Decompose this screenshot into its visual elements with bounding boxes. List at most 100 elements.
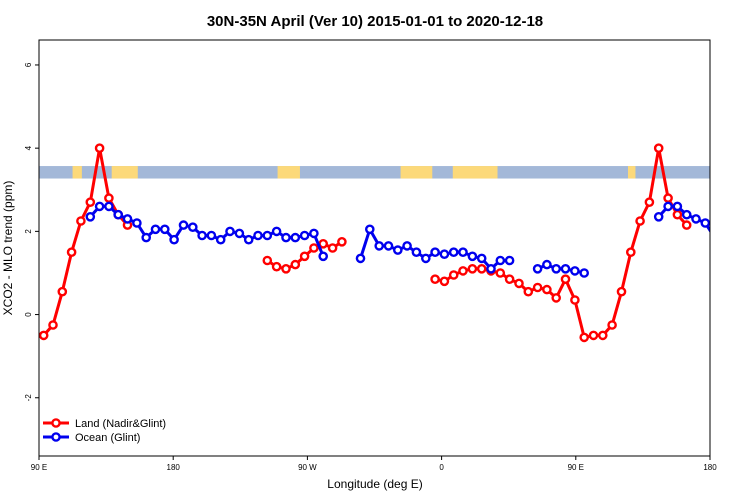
surface-band-ocean bbox=[39, 166, 710, 179]
data-point bbox=[542, 259, 552, 270]
data-point bbox=[616, 286, 627, 297]
data-point bbox=[215, 234, 226, 245]
data-point bbox=[626, 247, 636, 257]
data-point bbox=[262, 230, 273, 241]
data-point bbox=[467, 251, 478, 262]
data-point bbox=[327, 243, 338, 253]
data-point bbox=[309, 228, 319, 239]
surface-band-land-segment bbox=[72, 166, 82, 179]
data-point bbox=[663, 193, 673, 203]
data-point bbox=[253, 230, 263, 241]
data-point bbox=[178, 220, 189, 230]
y-tick-label: 0 bbox=[24, 312, 33, 317]
data-point bbox=[206, 230, 217, 241]
series-line bbox=[89, 204, 325, 257]
data-point bbox=[458, 266, 468, 276]
data-point bbox=[290, 232, 301, 243]
data-point bbox=[458, 247, 468, 257]
data-point bbox=[48, 320, 58, 330]
data-point bbox=[85, 211, 96, 222]
data-point bbox=[113, 209, 123, 220]
data-point bbox=[374, 241, 385, 251]
plot-frame bbox=[38, 39, 711, 457]
data-point bbox=[85, 197, 96, 207]
data-point bbox=[197, 230, 207, 241]
data-point bbox=[430, 247, 440, 257]
data-point bbox=[730, 226, 737, 233]
data-point bbox=[94, 201, 105, 212]
data-point bbox=[159, 224, 170, 235]
data-point bbox=[681, 209, 692, 220]
data-point bbox=[663, 201, 673, 212]
data-point bbox=[318, 251, 329, 262]
data-point bbox=[39, 330, 49, 341]
data-point bbox=[691, 214, 701, 224]
data-point bbox=[271, 261, 282, 272]
data-point bbox=[150, 224, 161, 235]
x-tick-label: 90 E bbox=[568, 463, 584, 472]
surface-band-land-segment bbox=[277, 166, 300, 179]
x-tick-label: 180 bbox=[167, 463, 181, 472]
data-point bbox=[439, 276, 450, 287]
data-point bbox=[523, 286, 534, 297]
data-point bbox=[430, 274, 440, 285]
data-point bbox=[504, 274, 515, 285]
data-point bbox=[532, 282, 543, 293]
data-point bbox=[551, 293, 562, 303]
data-point bbox=[720, 226, 727, 233]
data-point bbox=[607, 320, 617, 330]
data-point bbox=[635, 216, 645, 226]
legend-marker bbox=[51, 432, 61, 442]
surface-band-land-segment bbox=[627, 166, 636, 179]
data-point bbox=[299, 230, 310, 241]
data-point bbox=[653, 211, 664, 222]
data-point bbox=[402, 241, 412, 251]
data-point bbox=[570, 266, 580, 276]
data-point bbox=[104, 193, 114, 203]
data-point bbox=[644, 197, 655, 207]
legend: Land (Nadir&Glint) Ocean (Glint) bbox=[43, 418, 166, 444]
data-point bbox=[187, 222, 198, 232]
data-point bbox=[598, 330, 608, 341]
data-point bbox=[653, 143, 664, 153]
data-point bbox=[495, 255, 506, 266]
data-point bbox=[448, 270, 459, 280]
data-point bbox=[281, 263, 291, 274]
data-point bbox=[271, 226, 282, 237]
y-tick-label: 4 bbox=[24, 145, 33, 150]
data-point bbox=[262, 255, 273, 266]
surface-band-land-segment bbox=[400, 166, 433, 179]
data-point bbox=[122, 214, 133, 224]
data-point bbox=[420, 253, 431, 264]
data-point bbox=[486, 263, 496, 274]
data-point bbox=[551, 263, 562, 274]
data-point bbox=[588, 330, 599, 341]
y-tick-label: 2 bbox=[24, 229, 33, 234]
legend-label: Ocean (Glint) bbox=[75, 432, 140, 444]
data-point bbox=[225, 226, 235, 237]
data-point bbox=[570, 295, 580, 305]
data-point bbox=[504, 255, 515, 266]
legend-label: Land (Nadir&Glint) bbox=[75, 418, 166, 430]
legend-marker bbox=[51, 418, 61, 428]
data-point bbox=[66, 247, 77, 257]
data-point bbox=[411, 247, 422, 257]
y-tick-label: -2 bbox=[24, 394, 33, 402]
data-point bbox=[514, 278, 524, 289]
data-point bbox=[392, 245, 403, 255]
data-point bbox=[383, 241, 394, 251]
x-axis-label: Longitude (deg E) bbox=[327, 477, 422, 491]
surface-band-land-segment bbox=[111, 166, 138, 179]
x-tick-label: 90 W bbox=[298, 463, 317, 472]
data-point bbox=[439, 249, 450, 259]
data-point bbox=[495, 268, 506, 278]
data-point bbox=[579, 268, 590, 278]
data-point bbox=[542, 284, 552, 295]
series-ocean bbox=[85, 201, 737, 278]
data-point bbox=[299, 251, 310, 262]
y-tick-label: 6 bbox=[24, 62, 33, 67]
data-point bbox=[94, 143, 105, 153]
data-point bbox=[364, 224, 375, 235]
data-point bbox=[104, 201, 114, 212]
